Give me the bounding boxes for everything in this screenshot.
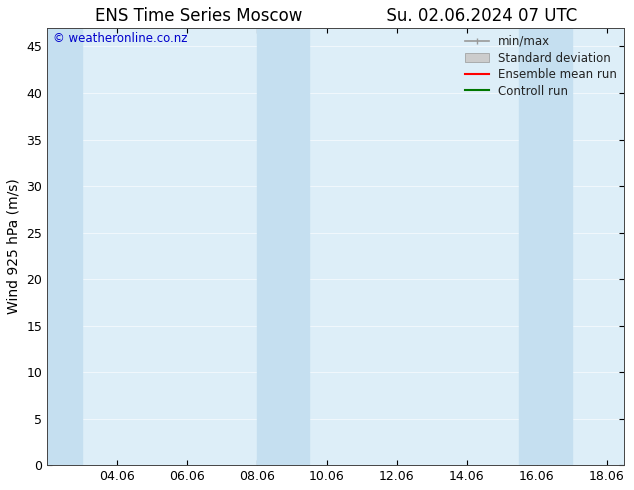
Text: © weatheronline.co.nz: © weatheronline.co.nz: [53, 32, 188, 45]
Legend: min/max, Standard deviation, Ensemble mean run, Controll run: min/max, Standard deviation, Ensemble me…: [460, 30, 622, 102]
Title: ENS Time Series Moscow                Su. 02.06.2024 07 UTC: ENS Time Series Moscow Su. 02.06.2024 07…: [94, 7, 577, 25]
Bar: [519, 28, 572, 465]
Bar: [257, 28, 309, 465]
Y-axis label: Wind 925 hPa (m/s): Wind 925 hPa (m/s): [7, 179, 21, 315]
Bar: [48, 28, 82, 465]
